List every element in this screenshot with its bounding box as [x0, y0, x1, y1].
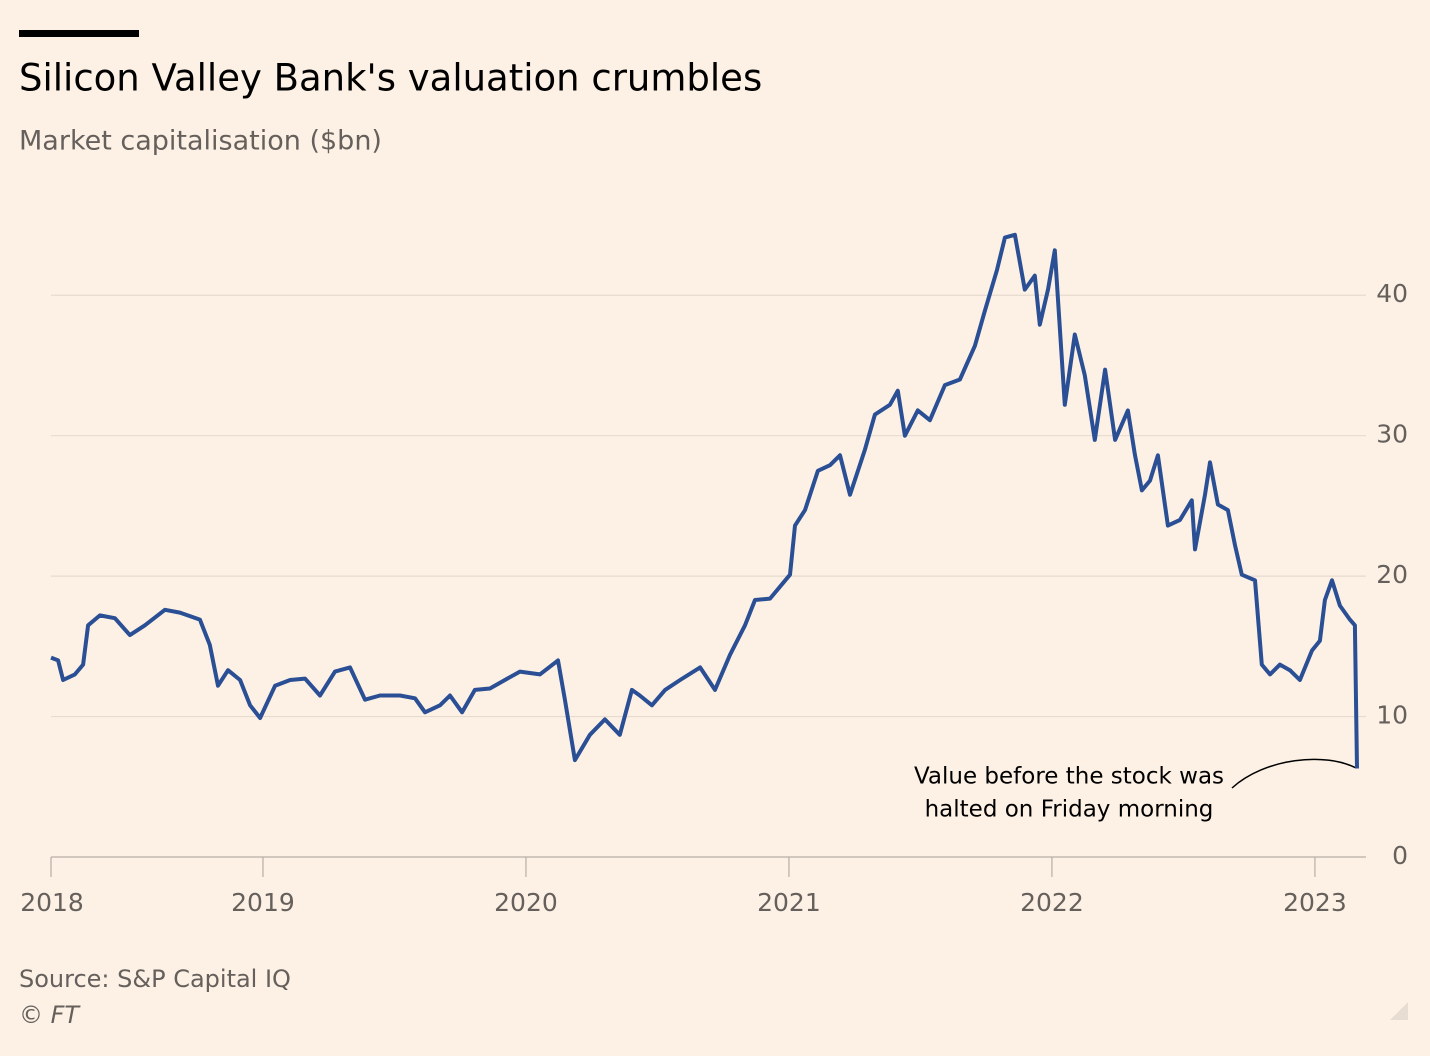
data-line [50, 232, 1359, 769]
y-tick-label: 40 [1376, 279, 1408, 308]
y-tick-label: 10 [1376, 701, 1408, 730]
x-tick-label: 2020 [494, 888, 558, 917]
annotation-arrow [1231, 758, 1357, 789]
corner-mark [1390, 1002, 1408, 1020]
y-tick-label: 30 [1376, 420, 1408, 449]
y-tick-label: 20 [1376, 560, 1408, 589]
copyright: © FT [19, 1001, 81, 1029]
x-tick-label: 2023 [1283, 888, 1347, 917]
annotation: halted on Friday morning [925, 797, 1214, 823]
x-tick-label: 2021 [757, 888, 821, 917]
source: Source: S&P Capital IQ [19, 965, 291, 993]
chart-title: Silicon Valley Bank's valuation crumbles [19, 57, 762, 100]
annotation: Value before the stock was [914, 764, 1224, 790]
x-tick-label: 2022 [1020, 888, 1084, 917]
y-tick-label: 0 [1392, 841, 1408, 870]
x-tick-label: 2019 [231, 888, 295, 917]
x-tick-label: 2018 [20, 888, 84, 917]
chart-subtitle: Market capitalisation ($bn) [19, 126, 382, 157]
header-bar [19, 30, 139, 37]
